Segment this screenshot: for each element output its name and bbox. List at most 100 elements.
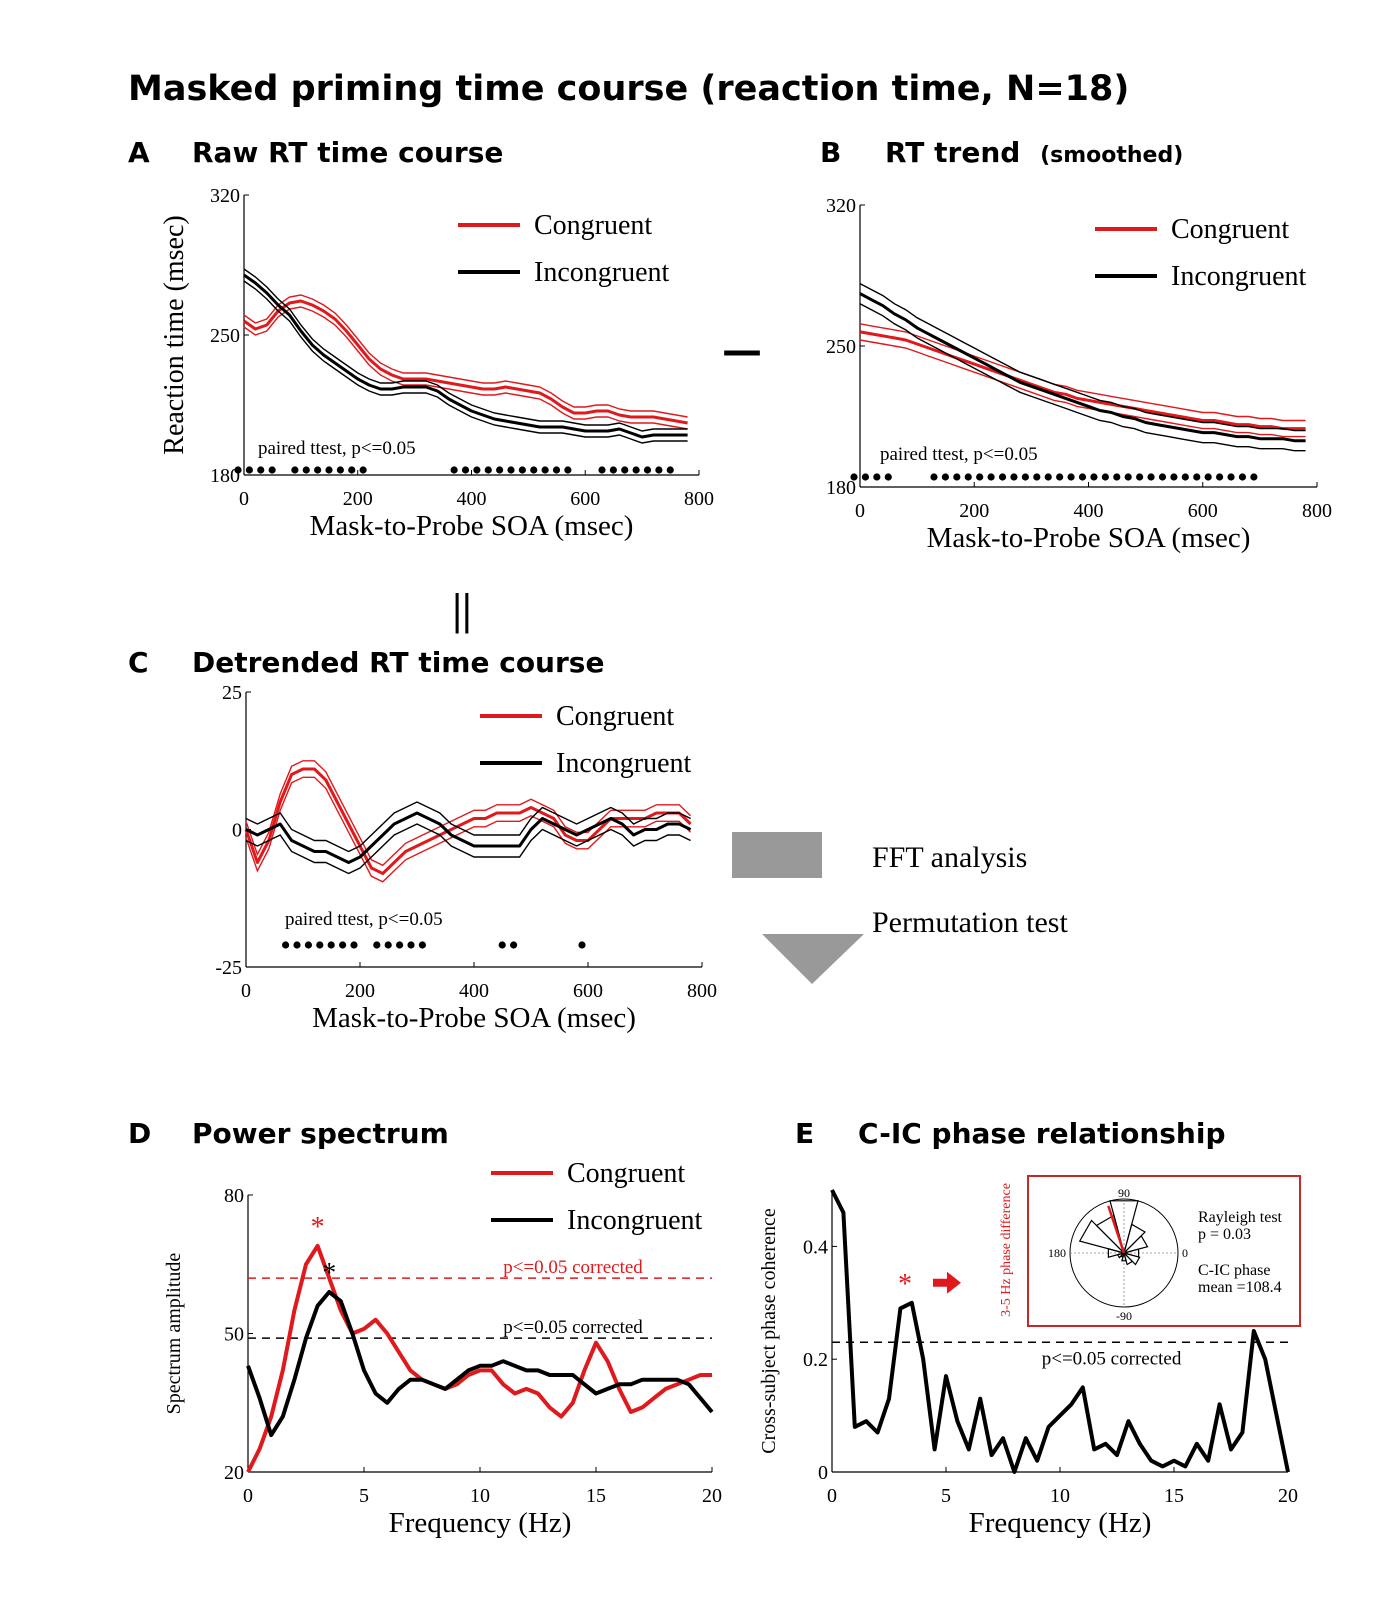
- significance-dot: [1204, 473, 1212, 481]
- polar-bin: [1078, 1219, 1127, 1255]
- significance-dot: [1101, 473, 1109, 481]
- significance-dot: [1216, 473, 1224, 481]
- significance-dot: [282, 941, 290, 949]
- significance-dot: [302, 466, 310, 474]
- significance-dot: [1067, 473, 1075, 481]
- significance-dot: [291, 466, 299, 474]
- series-congruent-line: [243, 299, 688, 425]
- significance-dot: [1044, 473, 1052, 481]
- significance-dot: [316, 941, 324, 949]
- phase-mean-label: C-IC phase: [1198, 1262, 1270, 1279]
- significance-dot: [1078, 473, 1087, 481]
- panel-d-x-tick-label: 0: [243, 1485, 253, 1507]
- significance-dot: [1056, 473, 1064, 481]
- panel-e-plot: 0 0.2 0.4 0 5 10 15 20 Frequency (Hz) Cross-subje…: [758, 1175, 1301, 1539]
- significance-dot: [609, 466, 617, 474]
- significance-dot: [304, 941, 312, 949]
- significance-dot: [621, 466, 629, 474]
- significance-dot: [1033, 473, 1041, 481]
- series-congruent-lower-bound: [243, 306, 688, 430]
- panel-e-x-tick-label: 15: [1164, 1485, 1184, 1507]
- panel-d-x-label: Frequency (Hz): [389, 1507, 572, 1539]
- significance-dot: [1181, 473, 1189, 481]
- panel-b-y-tick-label: 250: [826, 336, 856, 358]
- series-series-line: [830, 1189, 1290, 1474]
- panel-d-y-tick-label: 80: [224, 1185, 244, 1207]
- series-incongruent-lower-bound: [243, 280, 688, 444]
- significance-dot: [930, 473, 938, 481]
- panel-e-x-tick-label: 0: [827, 1485, 837, 1507]
- polar-bin: [1107, 1248, 1127, 1258]
- panel-d-x-tick-label: 10: [470, 1485, 490, 1507]
- series-incongruent-line: [859, 292, 1306, 443]
- panel-e-x-tick-label: 20: [1278, 1485, 1298, 1507]
- panel-c-ttest-label: paired ttest, p<=0.05: [285, 909, 443, 930]
- panel-c-x-tick-label: 600: [573, 980, 603, 1002]
- panel-c-y-tick-label: -25: [215, 957, 242, 979]
- significance-dot: [1113, 473, 1121, 481]
- series-congruent-line: [244, 767, 692, 875]
- significance-dot: [530, 466, 538, 474]
- panel-a-x-label: Mask-to-Probe SOA (msec): [310, 510, 634, 542]
- significance-dot: [418, 941, 426, 949]
- significance-dot: [350, 941, 358, 949]
- panel-e-title: C-IC phase relationship: [858, 1117, 1226, 1150]
- panel-e-x-tick-label: 10: [1050, 1485, 1070, 1507]
- significance-dot: [1124, 473, 1132, 481]
- panel-c-letter: C: [128, 646, 149, 679]
- significance-dot: [861, 473, 870, 481]
- significance-dot: [873, 473, 881, 481]
- significance-dot: [257, 466, 265, 474]
- panel-b-title-suffix: (smoothed): [1040, 143, 1183, 168]
- inset-frame: [1027, 1175, 1301, 1327]
- legend-congruent-label: Congruent: [556, 701, 674, 732]
- panel-a-ttest-label: paired ttest, p<=0.05: [258, 438, 416, 459]
- panel-b-x-label: Mask-to-Probe SOA (msec): [927, 522, 1251, 554]
- panel-b-ttest-label: paired ttest, p<=0.05: [880, 444, 1038, 465]
- significance-dot: [953, 473, 961, 481]
- panel-b-title: RT trend: [885, 136, 1020, 169]
- series-incongruent-upper-bound: [859, 282, 1306, 432]
- significance-dot: [1010, 473, 1018, 481]
- significance-dot: [507, 466, 515, 474]
- significance-dot: [564, 466, 572, 474]
- significance-dot: [348, 466, 356, 474]
- panel-a-letter: A: [128, 136, 150, 169]
- polar-label-90: 90: [1118, 1186, 1130, 1200]
- panel-a-x-tick-label: 600: [570, 488, 600, 510]
- panel-d-x-tick-label: 5: [359, 1485, 369, 1507]
- panel-b-y-tick-label: 320: [826, 195, 856, 217]
- panel-c-x-tick-label: 200: [345, 980, 375, 1002]
- inset-y-label: 3-5 Hz phase difference: [999, 1183, 1014, 1317]
- panel-b-x-tick-label: 600: [1188, 500, 1218, 522]
- panel-e-y-tick-label: 0.2: [803, 1349, 828, 1371]
- panel-d-x-tick-label: 15: [586, 1485, 606, 1507]
- rayleigh-label: Rayleigh test: [1198, 1209, 1283, 1226]
- significance-dot: [327, 941, 335, 949]
- peak-star: *: [898, 1269, 912, 1300]
- significance-dot: [336, 466, 344, 474]
- series-incongruent-lower-bound: [859, 303, 1306, 452]
- fft-arrow: [732, 832, 864, 984]
- panel-e-y-tick-label: 0.4: [803, 1236, 828, 1258]
- rayleigh-p-value: p = 0.03: [1198, 1226, 1251, 1243]
- significance-dot: [1090, 473, 1098, 481]
- significance-dot: [655, 466, 663, 474]
- figure-title: Masked priming time course (reaction tim…: [128, 69, 1129, 109]
- significance-dot: [473, 466, 481, 474]
- series-incongruent-lower-bound: [245, 823, 691, 875]
- minus-operator: —: [722, 328, 762, 374]
- panel-e-letter: E: [795, 1117, 814, 1150]
- significance-dot: [245, 466, 253, 474]
- panel-e-y-tick-label: 0: [818, 1462, 828, 1484]
- panel-e-y-label: Cross-subject phase coherence: [758, 1208, 780, 1454]
- panel-a-y-tick-label: 250: [210, 325, 240, 347]
- significance-dot: [461, 466, 470, 474]
- significance-dot: [1136, 473, 1144, 481]
- threshold-label: p<=0.05 corrected: [1042, 1348, 1182, 1369]
- panel-c-y-tick-label: 0: [232, 820, 242, 842]
- panel-b: B RT trend (smoothed) 180 250 320 0 200 400 60…: [820, 136, 1332, 554]
- panel-a-x-tick-label: 200: [343, 488, 373, 510]
